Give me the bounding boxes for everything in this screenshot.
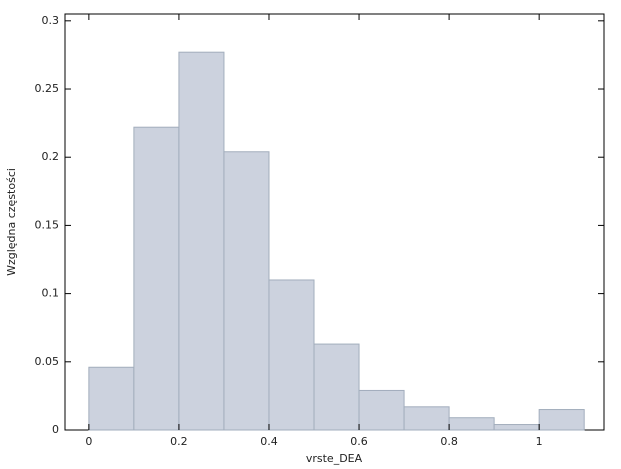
y-tick-label: 0.2 — [42, 150, 60, 163]
y-tick-label: 0 — [52, 423, 59, 436]
bar — [448, 417, 495, 431]
x-tick-label: 0.6 — [350, 435, 368, 448]
y-axis-label: Względna częstości — [5, 168, 18, 276]
bar — [403, 406, 450, 431]
bar — [313, 343, 360, 431]
y-tick-label: 0.3 — [42, 14, 60, 27]
x-tick-label: 0.2 — [170, 435, 188, 448]
x-tick-label: 0.8 — [440, 435, 458, 448]
y-tick-label: 0.25 — [35, 82, 60, 95]
bar — [133, 126, 180, 431]
x-tick-label: 0 — [85, 435, 92, 448]
bar — [493, 424, 540, 431]
y-tick-label: 0.1 — [42, 287, 60, 300]
x-tick-label: 0.4 — [260, 435, 278, 448]
bar — [178, 51, 225, 431]
bar — [88, 366, 135, 431]
bar — [538, 409, 585, 431]
bar — [223, 151, 270, 431]
x-tick-label: 1 — [536, 435, 543, 448]
x-axis-label: vrste_DEA — [306, 452, 363, 465]
bar — [268, 279, 315, 431]
y-tick-label: 0.15 — [35, 218, 60, 231]
y-tick-label: 0.05 — [35, 355, 60, 368]
bar — [358, 389, 405, 431]
